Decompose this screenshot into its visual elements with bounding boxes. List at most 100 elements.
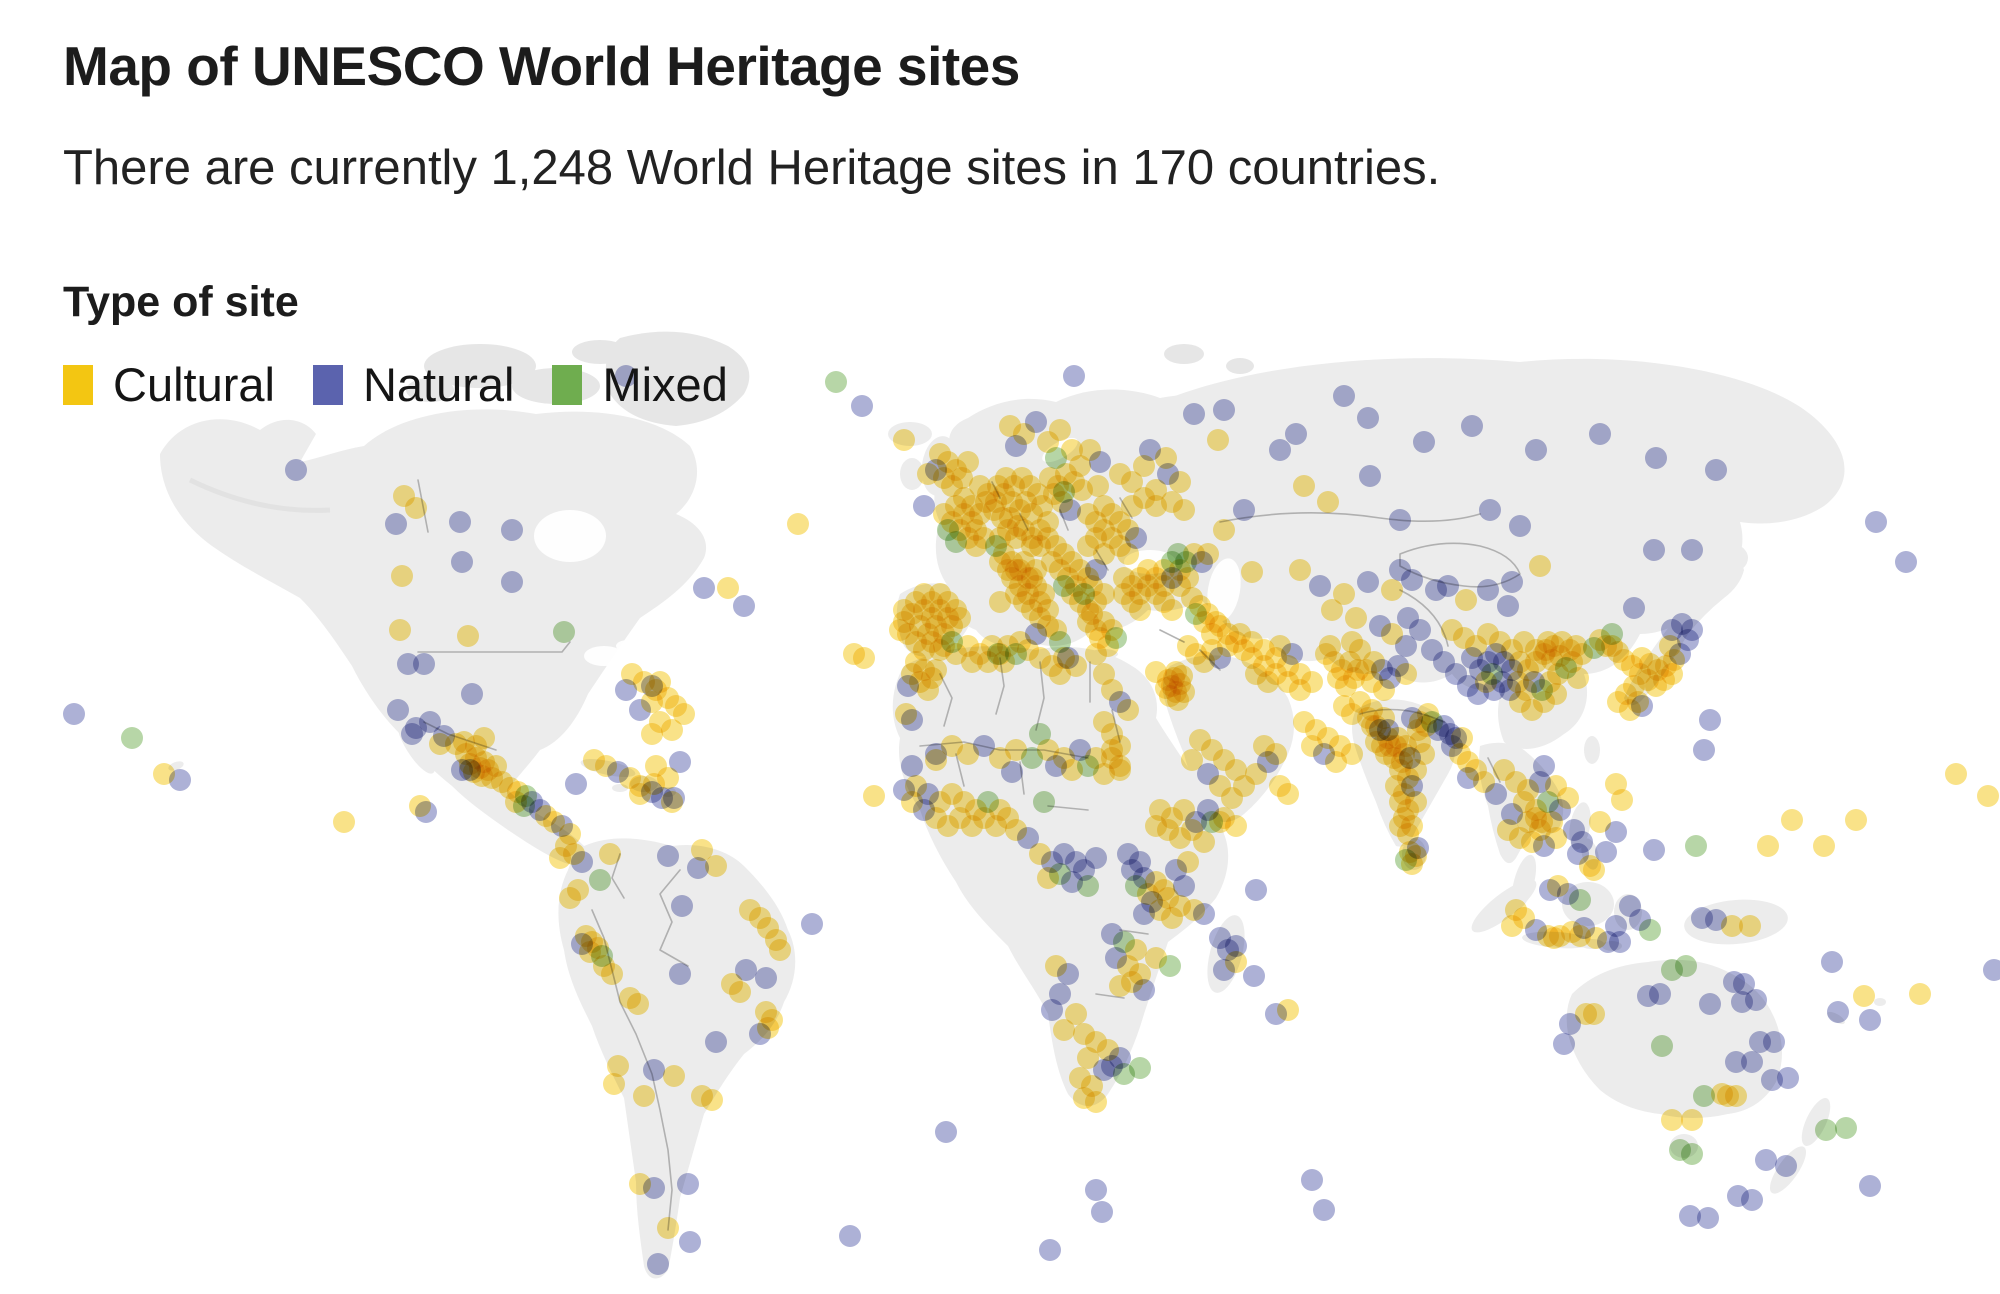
site-dot xyxy=(657,1217,679,1239)
site-dot xyxy=(1265,743,1287,765)
site-dot xyxy=(1177,851,1199,873)
site-dot xyxy=(749,1023,771,1045)
site-dot xyxy=(1039,1239,1061,1261)
site-dot xyxy=(1705,459,1727,481)
site-dot xyxy=(1359,465,1381,487)
site-dot xyxy=(1121,471,1143,493)
site-dot xyxy=(661,719,683,741)
site-dot xyxy=(1699,993,1721,1015)
site-dot xyxy=(717,577,739,599)
site-dot xyxy=(933,503,955,525)
site-dot xyxy=(1293,475,1315,497)
site-dot xyxy=(1859,1009,1881,1031)
site-dot xyxy=(1645,447,1667,469)
site-dot xyxy=(1501,571,1523,593)
site-dot xyxy=(559,887,581,909)
legend-item-natural: Natural xyxy=(312,357,515,412)
site-dot xyxy=(1191,551,1213,573)
site-dot xyxy=(501,571,523,593)
site-dot xyxy=(953,487,975,509)
site-dot xyxy=(1077,875,1099,897)
site-dot xyxy=(1077,503,1099,525)
site-dot xyxy=(1679,1205,1701,1227)
site-dot xyxy=(1741,1051,1763,1073)
site-dot xyxy=(1755,1149,1777,1171)
site-dot xyxy=(1209,811,1231,833)
site-dot xyxy=(1457,675,1479,697)
page-subtitle: There are currently 1,248 World Heritage… xyxy=(63,141,1441,195)
site-dot xyxy=(285,459,307,481)
site-dot xyxy=(169,769,191,791)
site-dot xyxy=(1289,559,1311,581)
site-dot xyxy=(663,787,685,809)
site-dot xyxy=(1389,509,1411,531)
legend-item-mixed: Mixed xyxy=(552,357,728,412)
world-map xyxy=(0,330,2000,1294)
site-dot xyxy=(901,663,923,685)
site-dot xyxy=(1545,683,1567,705)
site-dot xyxy=(1093,1059,1115,1081)
site-dot xyxy=(733,595,755,617)
site-dot xyxy=(705,1031,727,1053)
site-dot xyxy=(1059,499,1081,521)
land-taiwan xyxy=(1584,736,1600,764)
land-hokkaido xyxy=(1716,544,1748,572)
site-dot xyxy=(1643,539,1665,561)
site-dot xyxy=(1533,755,1555,777)
site-dot xyxy=(599,843,621,865)
site-dot xyxy=(1029,723,1051,745)
site-dot xyxy=(405,497,427,519)
site-dot xyxy=(1333,385,1355,407)
site-dot xyxy=(755,967,777,989)
site-dot xyxy=(1109,975,1131,997)
site-dot xyxy=(1589,423,1611,445)
land-arctic-1 xyxy=(424,344,536,388)
site-dot xyxy=(1461,647,1483,669)
site-dot xyxy=(1725,1085,1747,1107)
site-dot xyxy=(1145,815,1167,837)
site-dot xyxy=(451,551,473,573)
site-dot xyxy=(627,993,649,1015)
site-dot xyxy=(1413,743,1435,765)
site-dot xyxy=(1091,1201,1113,1223)
site-dot xyxy=(1813,835,1835,857)
site-dot xyxy=(1643,839,1665,861)
site-dot xyxy=(839,1225,861,1247)
legend-label-natural: Natural xyxy=(362,358,515,411)
site-dot xyxy=(1341,743,1363,765)
site-dot xyxy=(1389,559,1411,581)
caspian-sea xyxy=(1207,558,1241,622)
site-dot xyxy=(1213,519,1235,541)
site-dot xyxy=(663,1065,685,1087)
site-dot xyxy=(615,365,637,387)
site-dot xyxy=(1777,1067,1799,1089)
site-dot xyxy=(1545,775,1567,797)
site-dot xyxy=(1481,663,1503,685)
site-dot xyxy=(565,773,587,795)
site-dot xyxy=(1405,791,1427,813)
site-dot xyxy=(977,651,999,673)
site-dot xyxy=(687,857,709,879)
site-dot xyxy=(1397,607,1419,629)
site-dot xyxy=(643,773,665,795)
land-fiji xyxy=(1874,998,1886,1006)
site-dot xyxy=(1093,543,1115,565)
site-dot xyxy=(1063,365,1085,387)
site-dot xyxy=(1313,1199,1335,1221)
site-dot xyxy=(1045,755,1067,777)
site-dot xyxy=(1057,963,1079,985)
site-dot xyxy=(893,429,915,451)
site-dot xyxy=(1225,935,1247,957)
site-dot xyxy=(1725,1051,1747,1073)
site-dot xyxy=(415,801,437,823)
site-dot xyxy=(1859,1175,1881,1197)
site-dot xyxy=(1827,1001,1849,1023)
site-dot xyxy=(607,1055,629,1077)
site-dot xyxy=(693,577,715,599)
site-dot xyxy=(801,913,823,935)
site-dot xyxy=(1165,661,1187,683)
site-dot xyxy=(965,535,987,557)
site-dot xyxy=(1181,749,1203,771)
site-dot xyxy=(1085,1179,1107,1201)
site-dot xyxy=(1983,959,2000,981)
